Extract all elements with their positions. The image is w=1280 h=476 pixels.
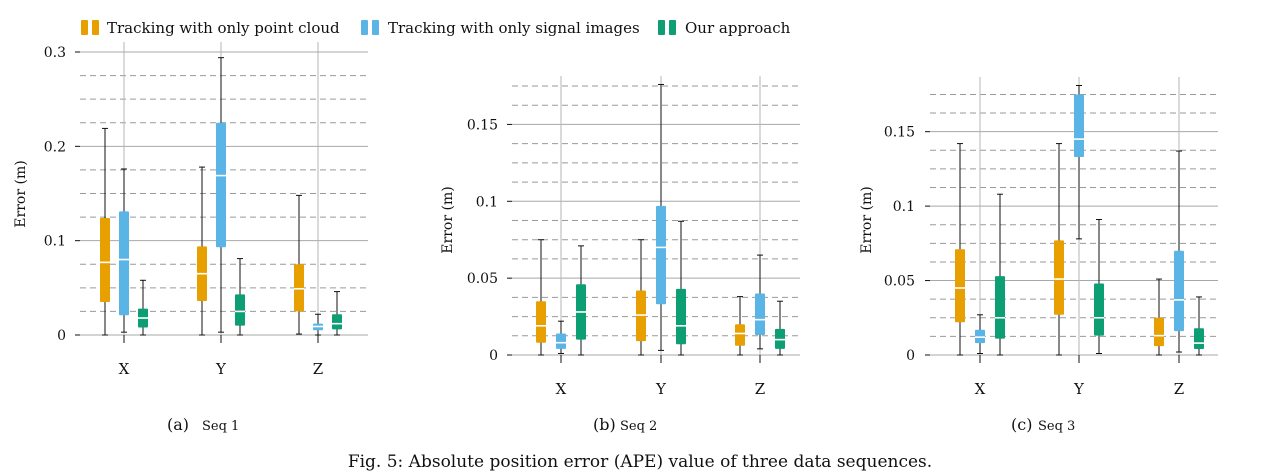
figure-caption: Fig. 5: Absolute position error (APE) va… [348,452,932,472]
iqr-rect-seq-3-x-series-1 [955,249,965,323]
subcaption-title-c: Seq 3 [1038,419,1075,434]
y-tick-label-seq-2: 0.05 [467,271,498,287]
box-seq-1-z-series-3 [332,291,342,336]
chart-seq-2: 0 0.05 0.1 0.15 Error (m) X Y Z [440,76,800,398]
y-tick-label-seq-3: 0.1 [893,199,915,215]
x-category-label-seq-1-y: Y [215,360,227,378]
box-seq-2-x-series-1 [536,239,546,356]
iqr-rect-seq-2-y-series-2 [656,205,666,305]
iqr-rect-seq-2-y-series-3 [676,288,686,345]
chart-seq-3: 0 0.05 0.1 0.15 Error (m) X Y Z [859,77,1218,398]
box-seq-1-x-series-3 [138,279,148,336]
x-category-label-seq-3-y: Y [1073,380,1085,398]
y-tick-label-seq-2: 0 [489,348,498,364]
box-seq-3-x-series-2 [975,314,985,355]
iqr-rect-seq-2-z-series-2 [755,293,765,336]
box-seq-2-x-series-2 [556,320,566,354]
box-seq-3-z-series-1 [1154,278,1164,356]
box-seq-3-z-series-3 [1194,296,1204,356]
iqr-rect-seq-1-y-series-2 [216,122,226,248]
box-seq-1-y-series-3 [235,258,245,336]
subcaption-title-b: Seq 2 [620,419,657,434]
box-seq-2-z-series-1 [735,296,745,356]
x-category-label-seq-1-z: Z [313,360,323,378]
y-axis-label-seq-3: Error (m) [859,186,875,253]
iqr-rect-seq-3-y-series-1 [1054,240,1064,315]
box-seq-3-x-series-1 [955,143,965,356]
subcaption-seq-3: (c) Seq 3 [1011,415,1075,434]
iqr-rect-seq-1-x-series-2 [119,211,129,316]
y-tick-label-seq-2: 0.15 [467,117,498,133]
iqr-rect-seq-2-x-series-2 [556,333,566,349]
iqr-rect-seq-1-y-series-3 [235,294,245,326]
legend-label-signal-images: Tracking with only signal images [388,19,640,37]
iqr-rect-seq-1-z-series-3 [332,314,342,330]
subcaption-title-a: Seq 1 [202,419,239,434]
x-category-label-seq-2-y: Y [655,380,667,398]
x-category-label-seq-1-x: X [119,360,130,378]
y-tick-label-seq-1: 0.2 [44,139,66,155]
legend: Tracking with only point cloud Tracking … [81,19,791,37]
legend-swatch-signal-images-b [372,20,379,35]
box-seq-1-y-series-1 [197,166,207,336]
iqr-rect-seq-3-x-series-3 [995,276,1005,339]
x-category-label-seq-3-x: X [975,380,986,398]
legend-item-point-cloud: Tracking with only point cloud [81,19,340,37]
iqr-rect-seq-2-z-series-1 [735,324,745,346]
box-seq-1-x-series-1 [100,127,110,336]
legend-label-our-approach: Our approach [685,19,791,37]
iqr-rect-seq-3-y-series-2 [1074,94,1084,157]
legend-item-signal-images: Tracking with only signal images [361,19,640,37]
legend-swatch-our-approach-b [669,20,676,35]
y-tick-label-seq-1: 0 [57,328,66,344]
box-seq-1-y-series-2 [216,57,226,333]
box-seq-2-z-series-2 [755,254,765,350]
y-tick-label-seq-1: 0.1 [44,234,66,250]
x-category-label-seq-2-x: X [556,380,567,398]
subcaption-seq-2: (b) Seq 2 [593,415,657,434]
box-seq-3-z-series-2 [1174,150,1184,353]
box-seq-2-y-series-2 [656,83,666,351]
subcaption-seq-1: (a) Seq 1 [167,415,239,434]
y-tick-label-seq-3: 0 [906,348,915,364]
legend-swatch-our-approach-a [658,20,665,35]
box-seq-2-y-series-1 [636,239,646,356]
y-tick-label-seq-1: 0.3 [44,45,66,61]
iqr-rect-seq-3-z-series-1 [1154,317,1164,347]
x-category-label-seq-3-z: Z [1174,380,1184,398]
y-tick-label-seq-3: 0.05 [884,274,915,290]
box-seq-3-y-series-1 [1054,143,1064,356]
box-seq-1-z-series-2 [313,313,323,336]
iqr-rect-seq-1-z-series-1 [294,264,304,312]
y-axis-label-seq-2: Error (m) [440,186,456,253]
y-tick-label-seq-3: 0.15 [884,125,915,141]
iqr-rect-seq-2-x-series-1 [536,301,546,343]
subcaption-letter-b: (b) [593,415,616,434]
box-seq-1-x-series-2 [119,168,129,333]
box-seq-2-y-series-3 [676,220,686,356]
legend-swatch-point-cloud-a [81,20,88,35]
legend-item-our-approach: Our approach [658,19,791,37]
subcaption-letter-c: (c) [1011,415,1032,434]
box-seq-2-z-series-3 [775,300,785,356]
box-seq-3-y-series-2 [1074,85,1084,240]
y-tick-label-seq-2: 0.1 [476,194,498,210]
iqr-rect-seq-3-z-series-2 [1174,250,1184,332]
box-seq-1-z-series-1 [294,194,304,335]
iqr-rect-seq-3-z-series-3 [1194,328,1204,350]
y-axis-label-seq-1: Error (m) [13,160,29,227]
box-seq-3-y-series-3 [1094,219,1104,355]
x-category-label-seq-2-z: Z [755,380,765,398]
iqr-rect-seq-3-y-series-3 [1094,283,1104,336]
box-seq-3-x-series-3 [995,193,1005,356]
legend-swatch-signal-images-a [361,20,368,35]
legend-swatch-point-cloud-b [92,20,99,35]
subcaption-letter-a: (a) [167,415,189,434]
chart-seq-1: 0 0.1 0.2 0.3 Error (m) X Y Z [13,42,368,378]
legend-label-point-cloud: Tracking with only point cloud [107,19,340,37]
box-seq-2-x-series-3 [576,245,586,356]
iqr-rect-seq-1-x-series-1 [100,218,110,302]
